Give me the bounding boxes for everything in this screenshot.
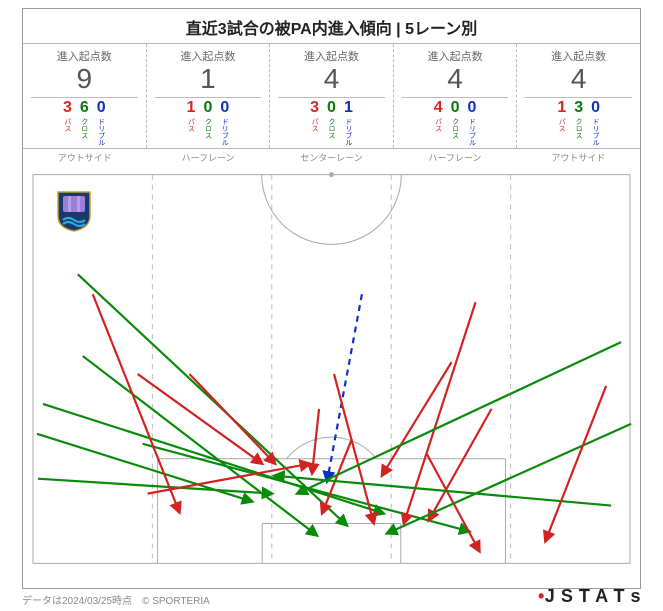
lane-name: アウトサイド [517, 149, 640, 164]
brand-j: J [545, 586, 556, 606]
lane-cross: 0 [327, 100, 336, 116]
lane-cross-cap: クロス [328, 118, 335, 139]
lane-dribble: 1 [344, 100, 353, 116]
lane-cross-cap: クロス [81, 118, 88, 139]
lane-cross-cap: クロス [204, 118, 211, 139]
lane-total: 4 [525, 64, 632, 98]
lane-dribble-cap: ドリブル [345, 118, 352, 146]
lane-pass-cap: パス [435, 118, 442, 132]
lane-cross: 0 [451, 100, 460, 116]
lane-metric-label: 進入起点数 [394, 48, 517, 64]
arrow-cross [83, 356, 317, 535]
footer-credit: データは2024/03/25時点 © SPORTERIA [22, 592, 210, 607]
lane-pass-cap: パス [311, 118, 318, 132]
lane-pass: 3 [63, 100, 72, 116]
lane-total: 9 [31, 64, 138, 98]
lane-split: 3 パス 6 クロス 0 ドリブル [23, 100, 146, 146]
lane-dribble-cap: ドリブル [221, 118, 228, 146]
lane-total: 4 [402, 64, 509, 98]
lane-dribble: 0 [220, 100, 229, 116]
chart-inner: 直近3試合の被PA内進入傾向 | 5レーン別 進入起点数93パス6クロス0ドリブ… [22, 8, 641, 589]
pitch-area [23, 164, 640, 584]
lane-split: 3 パス 0 クロス 1 ドリブル [270, 100, 393, 146]
lane-pass: 4 [434, 100, 443, 116]
lane-pass-cap: パス [558, 118, 565, 132]
footer-row: データは2024/03/25時点 © SPORTERIA •J S T A T … [22, 586, 641, 607]
arrow-dribble [327, 294, 362, 481]
lane-col: 進入起点数44パス0クロス0ドリブル [393, 44, 517, 148]
lane-cross: 3 [574, 100, 583, 116]
brand-dot-icon: • [538, 586, 545, 606]
pitch-svg [23, 164, 640, 584]
arrow-pass [545, 386, 606, 541]
lane-pass: 3 [310, 100, 319, 116]
lane-cross: 0 [203, 100, 212, 116]
lane-split: 4 パス 0 クロス 0 ドリブル [394, 100, 517, 146]
lane-dribble-cap: ドリブル [98, 118, 105, 146]
brand-logo: •J S T A T s [538, 586, 641, 607]
lane-metric-label: 進入起点数 [270, 48, 393, 64]
lane-pass-cap: パス [64, 118, 71, 132]
lane-dribble-cap: ドリブル [468, 118, 475, 146]
arrow-pass [93, 294, 180, 512]
lane-names-row: アウトサイドハーフレーンセンターレーンハーフレーンアウトサイド [23, 149, 640, 164]
lane-split: 1 パス 3 クロス 0 ドリブル [517, 100, 640, 146]
arrow-pass [189, 374, 275, 464]
lane-dribble: 0 [591, 100, 600, 116]
lane-dribble: 0 [468, 100, 477, 116]
lane-name: センターレーン [270, 149, 393, 164]
lane-name: ハーフレーン [146, 149, 269, 164]
lane-pass: 1 [557, 100, 566, 116]
arrow-pass [429, 409, 492, 521]
lane-name: ハーフレーン [393, 149, 516, 164]
lane-metric-label: 進入起点数 [517, 48, 640, 64]
chart-title: 直近3試合の被PA内進入傾向 | 5レーン別 [23, 9, 640, 43]
lane-total: 4 [278, 64, 385, 98]
lane-dribble-cap: ドリブル [592, 118, 599, 146]
lane-col: 進入起点数9 3 パス 6 クロス 0 ドリブル [23, 44, 146, 148]
lane-cross-cap: クロス [575, 118, 582, 139]
lane-metric-label: 進入起点数 [147, 48, 270, 64]
lane-dribble: 0 [97, 100, 106, 116]
lane-col: 進入起点数4 1 パス 3 クロス 0 ドリブル [516, 44, 640, 148]
lane-pass: 1 [187, 100, 196, 116]
lane-col: 進入起点数4 3 パス 0 クロス 1 ドリブル [269, 44, 393, 148]
lane-metric-label: 進入起点数 [23, 48, 146, 64]
team-crest-icon [56, 190, 92, 232]
lane-stats-row: 進入起点数93パス6クロス0ドリブル進入起点数11パス0クロス0ドリブル進入起点… [23, 43, 640, 149]
arrow-cross [387, 424, 631, 534]
lane-name: アウトサイド [23, 149, 146, 164]
lane-pass-cap: パス [187, 118, 194, 132]
lane-cross-cap: クロス [452, 118, 459, 139]
lane-split: 1 パス 0 クロス 0 ドリブル [147, 100, 270, 146]
arrow-pass [312, 409, 319, 474]
brand-rest: S T A T s [555, 586, 641, 606]
lane-col: 進入起点数11パス0クロス0ドリブル [146, 44, 270, 148]
lane-total: 1 [155, 64, 262, 98]
lane-cross: 6 [80, 100, 89, 116]
chart-root: 直近3試合の被PA内進入傾向 | 5レーン別 進入起点数93パス6クロス0ドリブ… [0, 0, 663, 611]
